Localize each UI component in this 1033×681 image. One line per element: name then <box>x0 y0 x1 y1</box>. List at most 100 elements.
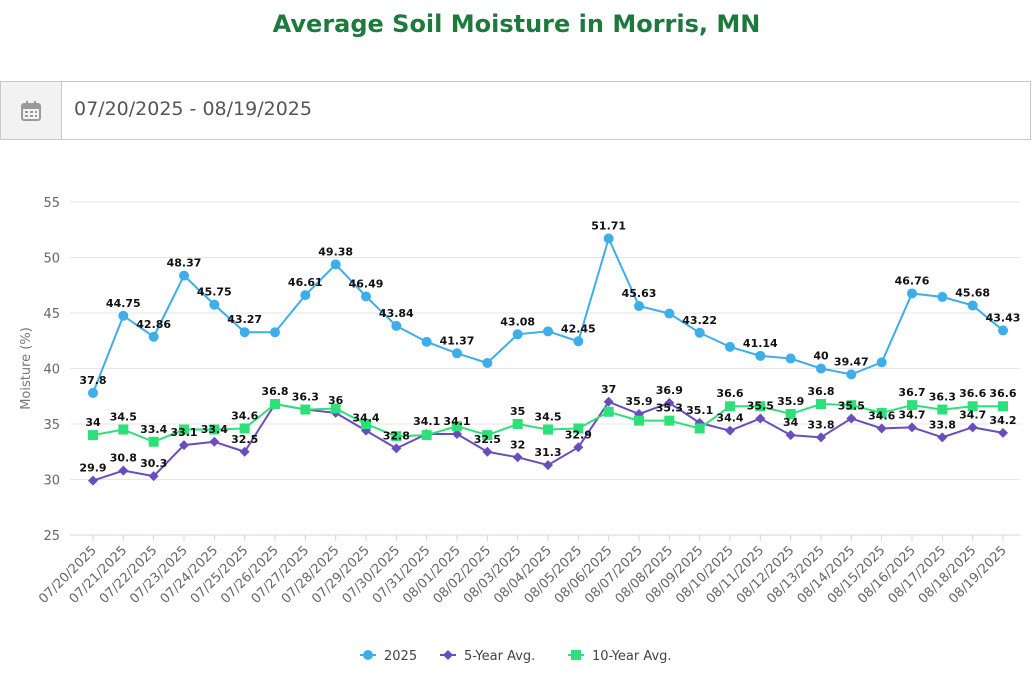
y-tick-label: 50 <box>43 252 60 267</box>
legend-item[interactable]: 5-Year Avg. <box>440 649 535 664</box>
data-point[interactable] <box>512 329 523 340</box>
data-point[interactable] <box>391 443 402 454</box>
data-point[interactable] <box>603 406 614 417</box>
data-point[interactable] <box>785 430 796 441</box>
data-point[interactable] <box>452 421 462 432</box>
data-point[interactable] <box>88 387 98 398</box>
data-point[interactable] <box>118 310 129 321</box>
data-point[interactable] <box>967 300 978 311</box>
data-point[interactable] <box>482 357 493 368</box>
data-point[interactable] <box>998 427 1008 438</box>
data-point[interactable] <box>239 446 250 457</box>
data-point[interactable] <box>846 400 857 411</box>
data-point[interactable] <box>907 400 917 411</box>
data-point[interactable] <box>209 299 220 310</box>
date-range-input[interactable]: 07/20/2025 - 08/19/2025 <box>74 98 312 120</box>
data-point[interactable] <box>270 399 280 410</box>
chart-grid <box>70 201 1020 536</box>
data-label: 32.8 <box>383 429 410 442</box>
data-point[interactable] <box>603 396 614 407</box>
data-point[interactable] <box>330 403 341 414</box>
legend-marker[interactable] <box>571 650 581 660</box>
data-point[interactable] <box>179 270 189 281</box>
data-point[interactable] <box>573 336 584 347</box>
data-point[interactable] <box>725 401 735 412</box>
data-point[interactable] <box>967 422 978 433</box>
data-point[interactable] <box>118 424 129 435</box>
data-point[interactable] <box>634 301 644 312</box>
data-point[interactable] <box>664 308 675 319</box>
data-point[interactable] <box>543 424 553 435</box>
data-point[interactable] <box>452 348 462 359</box>
data-point[interactable] <box>88 430 98 441</box>
data-point[interactable] <box>785 353 796 364</box>
data-point[interactable] <box>755 350 766 361</box>
data-point[interactable] <box>361 419 371 429</box>
data-point[interactable] <box>118 465 129 476</box>
data-point[interactable] <box>694 423 705 434</box>
data-point[interactable] <box>330 259 341 270</box>
data-point[interactable] <box>482 446 493 457</box>
legend-item[interactable]: 10-Year Avg. <box>568 649 672 664</box>
data-point[interactable] <box>876 407 887 418</box>
data-point[interactable] <box>148 471 159 482</box>
y-tick-label: 25 <box>43 529 60 544</box>
data-point[interactable] <box>239 327 250 338</box>
data-point[interactable] <box>785 409 796 420</box>
data-point[interactable] <box>937 291 948 302</box>
data-point[interactable] <box>846 413 857 424</box>
data-point[interactable] <box>725 341 735 352</box>
data-point[interactable] <box>816 432 826 443</box>
data-point[interactable] <box>482 430 493 441</box>
data-point[interactable] <box>816 363 826 374</box>
data-point[interactable] <box>452 428 462 439</box>
data-point[interactable] <box>876 423 887 434</box>
data-point[interactable] <box>179 424 189 435</box>
data-point[interactable] <box>270 327 280 338</box>
date-icon-cell[interactable] <box>1 82 62 139</box>
data-point[interactable] <box>937 432 948 443</box>
data-point[interactable] <box>209 436 220 447</box>
data-point[interactable] <box>421 430 432 441</box>
data-point[interactable] <box>512 452 523 463</box>
legend-marker[interactable] <box>443 650 453 660</box>
data-point[interactable] <box>664 415 675 426</box>
data-point[interactable] <box>391 320 402 331</box>
data-point[interactable] <box>876 357 887 368</box>
date-range-picker[interactable]: 07/20/2025 - 08/19/2025 <box>0 81 1031 140</box>
data-point[interactable] <box>664 397 675 408</box>
data-point[interactable] <box>937 404 948 415</box>
data-point[interactable] <box>543 460 553 471</box>
data-point[interactable] <box>239 423 250 434</box>
data-label: 33.1 <box>170 426 197 439</box>
data-point[interactable] <box>543 326 553 337</box>
data-point[interactable] <box>421 336 432 347</box>
data-point[interactable] <box>573 442 584 453</box>
data-point[interactable] <box>148 331 159 342</box>
data-point[interactable] <box>998 401 1008 412</box>
data-point[interactable] <box>967 401 978 412</box>
data-point[interactable] <box>755 401 766 412</box>
data-point[interactable] <box>907 288 917 299</box>
data-point[interactable] <box>907 422 917 433</box>
data-point[interactable] <box>148 436 159 447</box>
data-point[interactable] <box>755 413 766 424</box>
data-point[interactable] <box>209 424 220 435</box>
data-point[interactable] <box>88 475 98 486</box>
data-point[interactable] <box>391 431 402 442</box>
data-point[interactable] <box>846 369 857 380</box>
data-point[interactable] <box>573 423 584 434</box>
data-point[interactable] <box>725 425 735 436</box>
data-point[interactable] <box>603 233 614 244</box>
data-point[interactable] <box>179 440 189 451</box>
data-point[interactable] <box>361 291 371 302</box>
data-point[interactable] <box>634 415 644 426</box>
data-point[interactable] <box>512 419 523 429</box>
data-point[interactable] <box>300 404 311 415</box>
data-point[interactable] <box>694 327 705 338</box>
data-point[interactable] <box>816 399 826 410</box>
data-point[interactable] <box>998 325 1008 336</box>
data-point[interactable] <box>300 290 311 301</box>
legend-item[interactable]: 2025 <box>360 649 417 664</box>
legend-marker[interactable] <box>363 650 373 660</box>
